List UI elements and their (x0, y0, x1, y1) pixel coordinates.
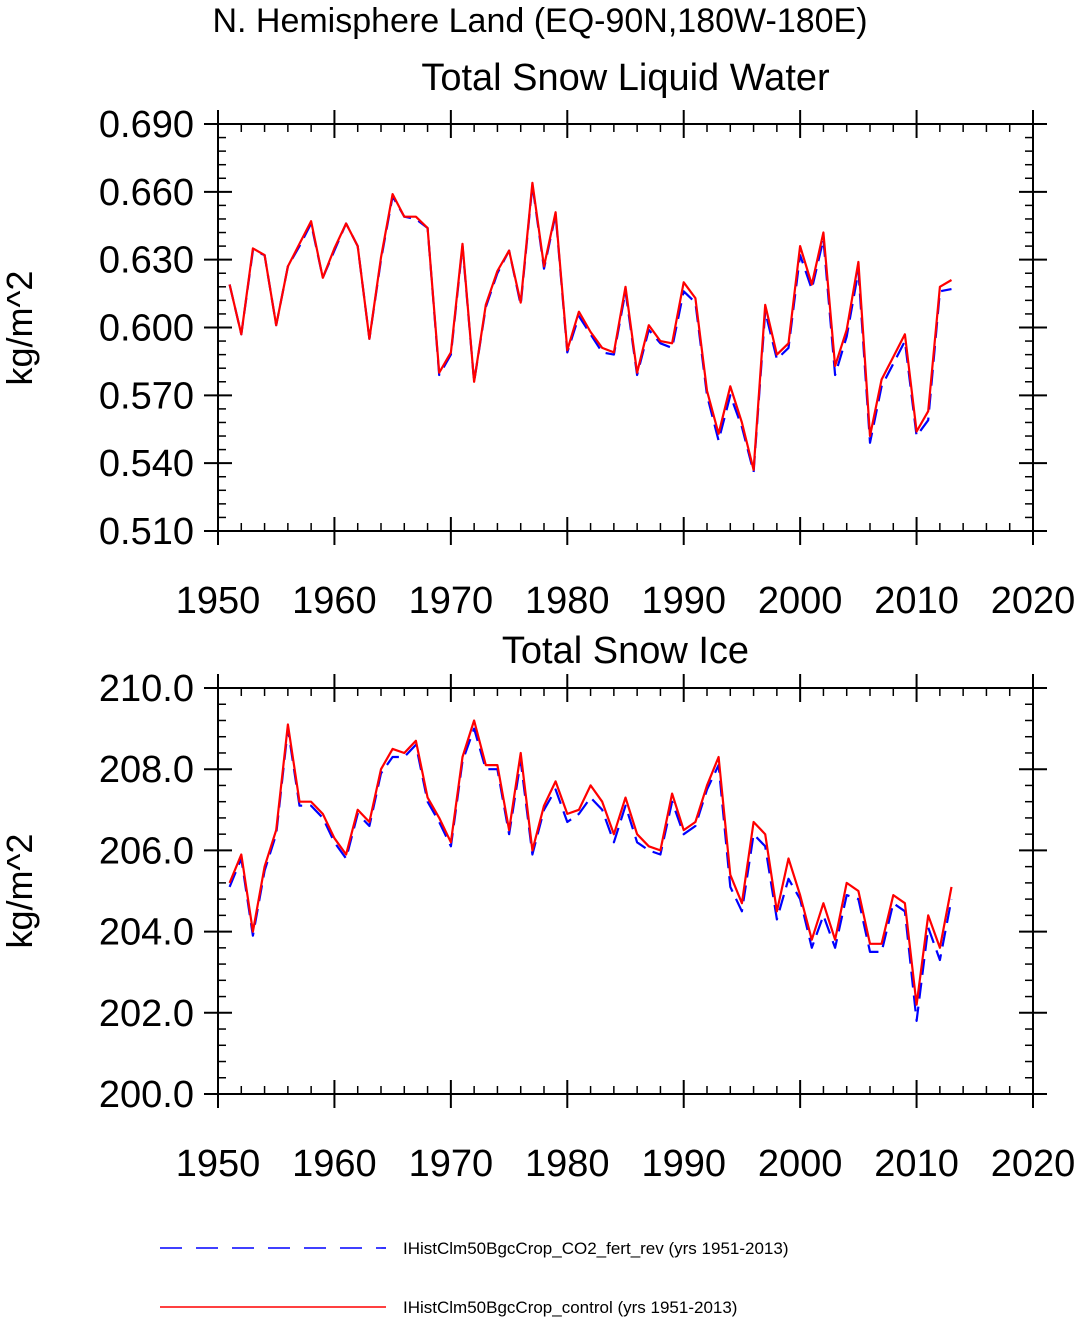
x-tick-label: 1990 (641, 580, 726, 622)
y-tick-label: 0.660 (99, 172, 194, 214)
x-tick-label: 1950 (176, 1143, 261, 1185)
y-tick-label: 202.0 (99, 993, 194, 1035)
x-tick-label: 2020 (991, 580, 1076, 622)
y-tick-label: 0.510 (99, 511, 194, 553)
panel-title: Total Snow Ice (502, 630, 749, 672)
x-tick-label: 2010 (874, 580, 959, 622)
legend-label: IHistClm50BgcCrop_CO2_fert_rev (yrs 1951… (403, 1239, 789, 1258)
y-tick-label: 206.0 (99, 830, 194, 872)
plot-frame (217, 123, 1034, 532)
series-line-control (228, 719, 953, 1006)
y-tick-label: 0.600 (99, 308, 194, 350)
plot-frame (217, 687, 1034, 1095)
x-tick-label: 2000 (758, 1143, 843, 1185)
panel-title: Total Snow Liquid Water (421, 57, 830, 99)
y-tick-label: 210.0 (99, 668, 194, 710)
x-tick-label: 1970 (409, 1143, 494, 1185)
panel-total-snow-liquid-water: Total Snow Liquid Water 0.510 0.540 0.570 0.… (0, 57, 1075, 622)
main-title: N. Hemisphere Land (EQ-90N,180W-180E) (212, 2, 867, 40)
y-tick-label: 0.570 (99, 375, 194, 417)
y-tick-label: 208.0 (99, 749, 194, 791)
x-tick-label: 1970 (409, 580, 494, 622)
series-line-control (228, 181, 953, 471)
x-tick-label: 1960 (292, 1143, 377, 1185)
legend: IHistClm50BgcCrop_CO2_fert_rev (yrs 1951… (160, 1239, 789, 1317)
y-tick-label: 200.0 (99, 1074, 194, 1116)
y-tick-label: 0.540 (99, 443, 194, 485)
y-tick-label: 0.690 (99, 104, 194, 146)
x-tick-label: 2010 (874, 1143, 959, 1185)
x-tick-label: 1990 (641, 1143, 726, 1185)
series-line-co2-fert-rev (228, 183, 952, 474)
x-tick-label: 1950 (176, 580, 261, 622)
x-tick-label: 1980 (525, 1143, 610, 1185)
x-tick-label: 1980 (525, 580, 610, 622)
x-tick-label: 2000 (758, 580, 843, 622)
series-line-co2-fert-rev (228, 727, 953, 1023)
panel-total-snow-ice: Total Snow Ice 200.0 202.0 204.0 206.0 208.0 2… (0, 630, 1075, 1185)
y-axis-label: kg/m^2 (0, 271, 40, 386)
legend-label: IHistClm50BgcCrop_control (yrs 1951-2013… (403, 1298, 737, 1317)
y-tick-label: 204.0 (99, 912, 194, 954)
x-tick-label: 2020 (991, 1143, 1076, 1185)
y-axis-label: kg/m^2 (0, 834, 40, 949)
y-tick-label: 0.630 (99, 240, 194, 282)
x-tick-label: 1960 (292, 580, 377, 622)
